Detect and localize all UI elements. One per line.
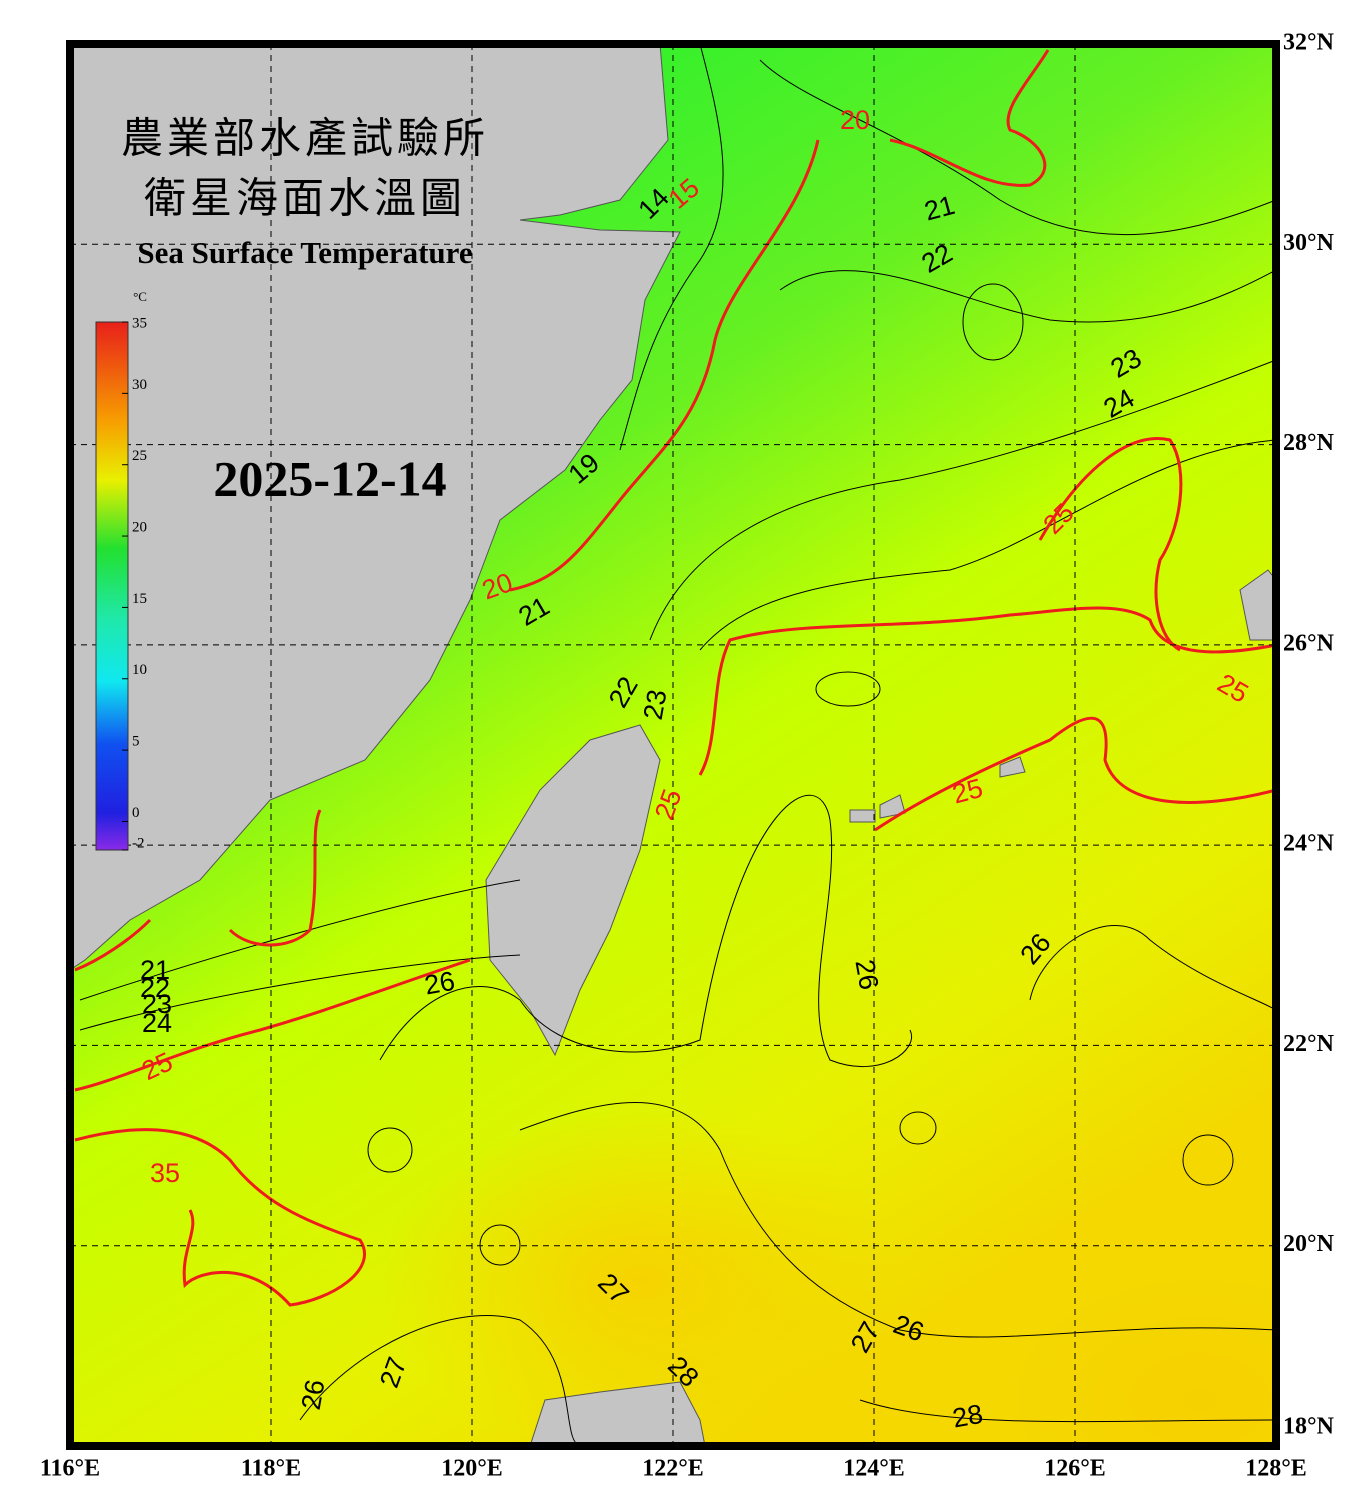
isotherms	[74, 44, 1276, 1446]
taiwan	[485, 724, 661, 1057]
contour-label: 28	[950, 1399, 985, 1434]
lat-label: 20°N	[1283, 1231, 1335, 1257]
lon-label: 116°E	[40, 1456, 100, 1482]
colorbar-tick-label: 5	[132, 734, 140, 750]
lon-label: 126°E	[1044, 1456, 1106, 1482]
colorbar-tick-label: 30	[132, 377, 147, 393]
lat-label: 32°N	[1283, 30, 1335, 56]
colorbar-tick-label: 0	[132, 805, 140, 821]
luzon	[529, 1381, 706, 1446]
colorbar-tick-label: 20	[132, 519, 147, 535]
colorbar-tick-label: 35	[132, 315, 147, 331]
colorbar-tick-label: 25	[132, 448, 147, 464]
warm-area	[380, 1110, 900, 1446]
date: 2025-12-14	[213, 450, 446, 506]
contour-label: 23	[638, 687, 673, 722]
contour-label: 22	[140, 973, 170, 1003]
lat-label: 18°N	[1283, 1414, 1335, 1440]
contour-label: 35	[150, 1158, 180, 1188]
lon-label: 122°E	[642, 1456, 704, 1482]
lat-label: 28°N	[1283, 430, 1335, 456]
lon-label: 120°E	[441, 1456, 503, 1482]
colorbar-unit: °C	[133, 289, 147, 304]
lat-label: 30°N	[1283, 230, 1335, 256]
mainland	[70, 44, 681, 971]
islands	[849, 569, 1276, 823]
warm-area	[1000, 1270, 1276, 1446]
graticule	[70, 44, 1276, 1446]
contour-label: 23	[142, 989, 172, 1019]
colorbar-tick-label: 15	[132, 591, 147, 607]
map-area	[70, 44, 1276, 1446]
lon-label: 118°E	[241, 1456, 301, 1482]
title-en: Sea Surface Temperature	[137, 235, 472, 270]
contour-label: 26	[296, 1377, 331, 1412]
contour-label: 26	[422, 966, 457, 1001]
colorbar-tick-label: 10	[132, 662, 147, 678]
map-frame	[66, 40, 1280, 1450]
contour-label: 20	[840, 105, 870, 135]
colorbar	[95, 321, 129, 851]
contour-label: 26	[849, 957, 884, 992]
title-zh: 農業部水產試驗所	[121, 116, 489, 163]
lon-label: 124°E	[843, 1456, 905, 1482]
lat-label: 22°N	[1283, 1031, 1335, 1057]
colorbar-tick-label: -2	[132, 835, 145, 851]
title-zh: 衛星海面水溫圖	[144, 177, 466, 223]
contour-label: 24	[142, 1008, 172, 1038]
lon-label: 128°E	[1245, 1456, 1307, 1482]
lat-label: 26°N	[1283, 630, 1335, 656]
lat-label: 24°N	[1283, 831, 1335, 857]
contour-label: 21	[140, 955, 170, 985]
